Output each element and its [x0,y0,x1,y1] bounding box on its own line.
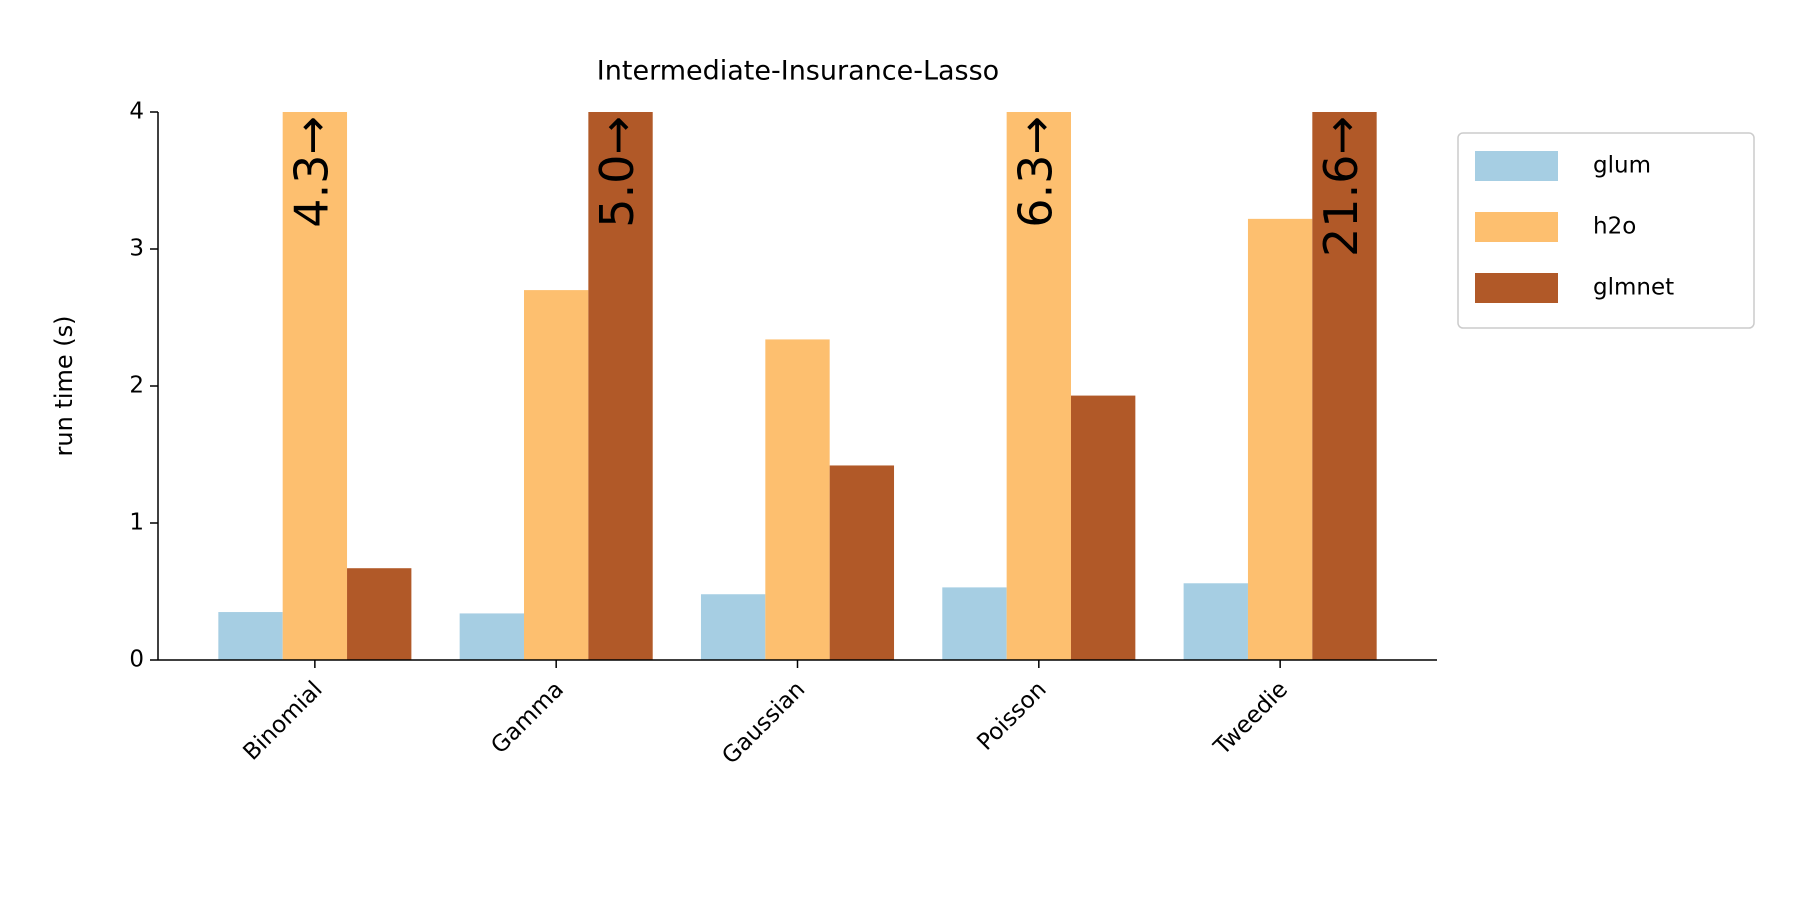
bar [765,339,830,660]
bar [459,613,525,660]
bar [942,587,1007,660]
y-tick-label: 3 [129,236,144,262]
value-label: 21.6→ [1314,116,1368,257]
legend: glum h2o glmnet [1457,132,1755,329]
value-label: 6.3→ [1008,116,1062,228]
bar [1070,395,1136,660]
legend-swatch [1475,151,1558,181]
x-tick-label: Tweedie [1208,676,1292,760]
y-tick-label: 4 [129,99,144,125]
legend-swatch [1475,273,1558,303]
foreground: 0 1 2 3 4 Binomial 4.3→ Gamma 5.0→ Gaussian Poisso… [129,99,1755,769]
x-tick-label: Poisson [972,676,1051,755]
y-tick-label: 2 [129,373,144,399]
bar [1312,112,1377,660]
value-label: 5.0→ [590,116,644,228]
bar [524,290,589,660]
legend-label: glmnet [1593,275,1674,301]
chart-title: Intermediate-Insurance-Lasso [597,56,999,87]
bar [829,465,895,660]
legend-label: h2o [1593,214,1636,240]
bar [700,594,766,660]
bar [347,568,412,660]
x-tick-label: Gaussian [717,676,810,769]
bar [588,112,653,660]
y-tick-label: 0 [129,647,144,673]
y-tick-label: 1 [129,510,144,536]
bar [1006,112,1071,660]
bars [218,112,1377,660]
bar [1183,583,1248,660]
bar [218,612,283,660]
bar [282,112,348,660]
y-axis-label: run time (s) [50,316,78,457]
bar [1247,218,1313,660]
x-tick-label: Binomial [239,676,328,765]
value-label: 4.3→ [284,116,338,228]
x-tick-label: Gamma [486,676,569,759]
legend-swatch [1475,212,1558,242]
legend-label: glum [1593,153,1651,179]
